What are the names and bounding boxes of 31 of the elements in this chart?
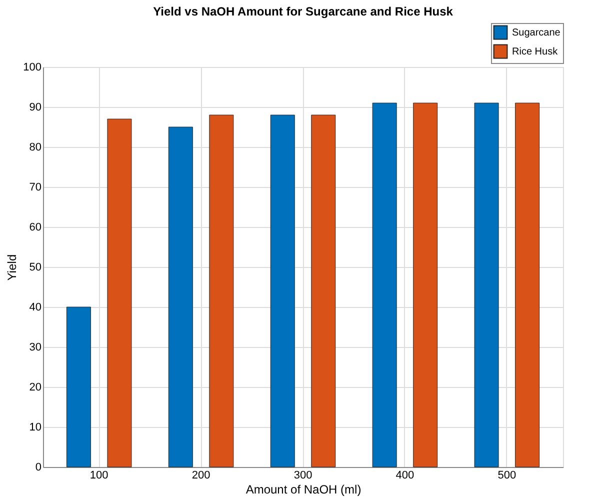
y-tick-label: 40 bbox=[29, 302, 42, 314]
y-axis-title: Yield bbox=[5, 254, 20, 281]
bar bbox=[107, 118, 132, 468]
legend-label: Sugarcane bbox=[512, 28, 561, 38]
x-tick-label: 100 bbox=[90, 470, 108, 482]
y-tick-label: 80 bbox=[29, 142, 42, 154]
x-tick-label: 300 bbox=[294, 470, 312, 482]
bar bbox=[66, 306, 91, 468]
x-axis-title: Amount of NaOH (ml) bbox=[246, 482, 362, 496]
y-tick-label: 10 bbox=[29, 422, 42, 434]
legend-label: Rice Husk bbox=[512, 46, 559, 58]
x-tick-label: 400 bbox=[396, 470, 414, 482]
bar bbox=[311, 114, 336, 468]
y-tick-label: 50 bbox=[29, 262, 42, 274]
bar bbox=[515, 102, 540, 468]
x-tick-label: 200 bbox=[192, 470, 210, 482]
x-tick-label: 500 bbox=[498, 470, 516, 482]
bar bbox=[372, 102, 397, 468]
bar bbox=[474, 102, 499, 468]
bar bbox=[209, 114, 234, 468]
bar bbox=[413, 102, 438, 468]
bar bbox=[270, 114, 295, 468]
y-tick-label: 20 bbox=[29, 382, 42, 394]
y-tick-label: 100 bbox=[23, 62, 42, 74]
chart-title: Yield vs NaOH Amount for Sugarcane and Rice Husk bbox=[153, 4, 454, 18]
y-tick-label: 60 bbox=[29, 222, 42, 234]
y-tick-label: 90 bbox=[29, 102, 42, 114]
bar bbox=[168, 126, 193, 468]
y-tick-label: 0 bbox=[35, 462, 42, 474]
y-tick-label: 30 bbox=[29, 342, 42, 354]
y-tick-label: 70 bbox=[29, 182, 42, 194]
